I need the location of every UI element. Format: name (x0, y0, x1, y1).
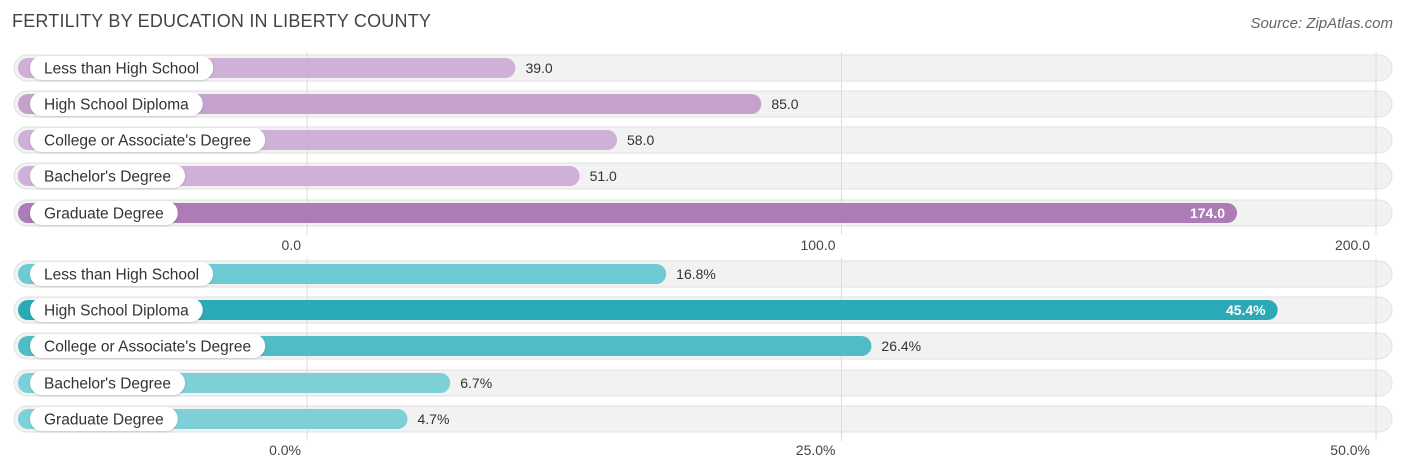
category-label: High School Diploma (44, 97, 189, 114)
bar (18, 300, 1278, 320)
value-label: 58.0 (627, 132, 654, 148)
category-pill (30, 334, 266, 358)
chart-title: FERTILITY BY EDUCATION IN LIBERTY COUNTY (12, 11, 432, 31)
source-attribution: Source: ZipAtlas.com (1250, 15, 1393, 32)
value-label: 39.0 (525, 60, 552, 76)
tick-label: 0.0 (282, 237, 302, 253)
category-pill (30, 407, 178, 431)
bar (18, 94, 762, 114)
tick-label: 25.0% (796, 442, 836, 458)
category-label: High School Diploma (44, 303, 189, 320)
category-pill (30, 92, 203, 116)
category-pill (30, 201, 178, 225)
category-label: Graduate Degree (44, 206, 164, 223)
category-label: College or Associate's Degree (44, 133, 251, 150)
value-label: 51.0 (590, 168, 617, 184)
tick-label: 100.0 (800, 237, 835, 253)
tick-label: 50.0% (1330, 442, 1370, 458)
tick-label: 0.0% (269, 442, 301, 458)
value-label: 85.0 (771, 96, 798, 112)
value-label: 26.4% (881, 338, 921, 354)
category-label: College or Associate's Degree (44, 339, 251, 356)
value-label: 174.0 (1190, 205, 1225, 221)
category-pill (30, 56, 214, 80)
category-label: Less than High School (44, 267, 199, 284)
tick-label: 200.0 (1335, 237, 1370, 253)
category-pill (30, 371, 186, 395)
category-pill (30, 128, 266, 152)
category-pill (30, 164, 186, 188)
value-label: 6.7% (460, 375, 492, 391)
value-label: 4.7% (417, 411, 449, 427)
value-label: 16.8% (676, 266, 716, 282)
bar (18, 203, 1238, 223)
category-label: Bachelor's Degree (44, 169, 171, 186)
category-label: Graduate Degree (44, 412, 164, 429)
category-pill (30, 262, 214, 286)
category-label: Bachelor's Degree (44, 376, 171, 393)
category-pill (30, 298, 203, 322)
category-label: Less than High School (44, 61, 199, 78)
value-label: 45.4% (1226, 302, 1266, 318)
